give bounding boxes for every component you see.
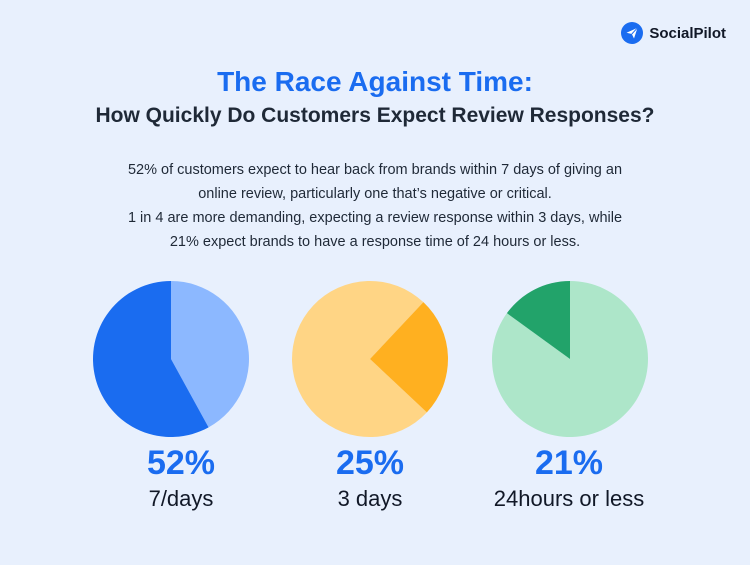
brand-logo: SocialPilot: [621, 22, 726, 44]
pie-slice-rest-24-hours: [491, 281, 648, 437]
description-line: 1 in 4 are more demanding, expecting a r…: [127, 210, 623, 226]
stat-value-24-hours: 21%: [534, 444, 604, 482]
pie-slice-rest-3-days: [292, 280, 427, 437]
pie-slice-highlight-24-hours: [506, 281, 570, 359]
description-line: online review, particularly one that’s n…: [198, 186, 552, 202]
page-subtitle: How Quickly Do Customers Expect Review R…: [95, 104, 655, 127]
stat-label-3-days: 3 days: [337, 486, 403, 511]
stat-label-7-days: 7/days: [148, 486, 214, 511]
description-line: 21% expect brands to have a response tim…: [169, 234, 581, 250]
stat-label-24-hours: 24hours or less: [493, 486, 645, 511]
paper-plane-icon: [621, 22, 644, 44]
page-title: The Race Against Time:: [217, 66, 533, 97]
description: 52% of customers expect to hear back fro…: [70, 158, 680, 254]
pie-slice-rest-7-days: [171, 281, 249, 428]
stat-value-7-days: 52%: [146, 444, 216, 482]
pie-slice-highlight-7-days: [93, 281, 209, 438]
description-line: 52% of customers expect to hear back fro…: [127, 162, 623, 178]
brand-name: SocialPilot: [649, 24, 726, 42]
stat-value-3-days: 25%: [335, 444, 405, 482]
pie-slice-highlight-3-days: [370, 302, 448, 413]
